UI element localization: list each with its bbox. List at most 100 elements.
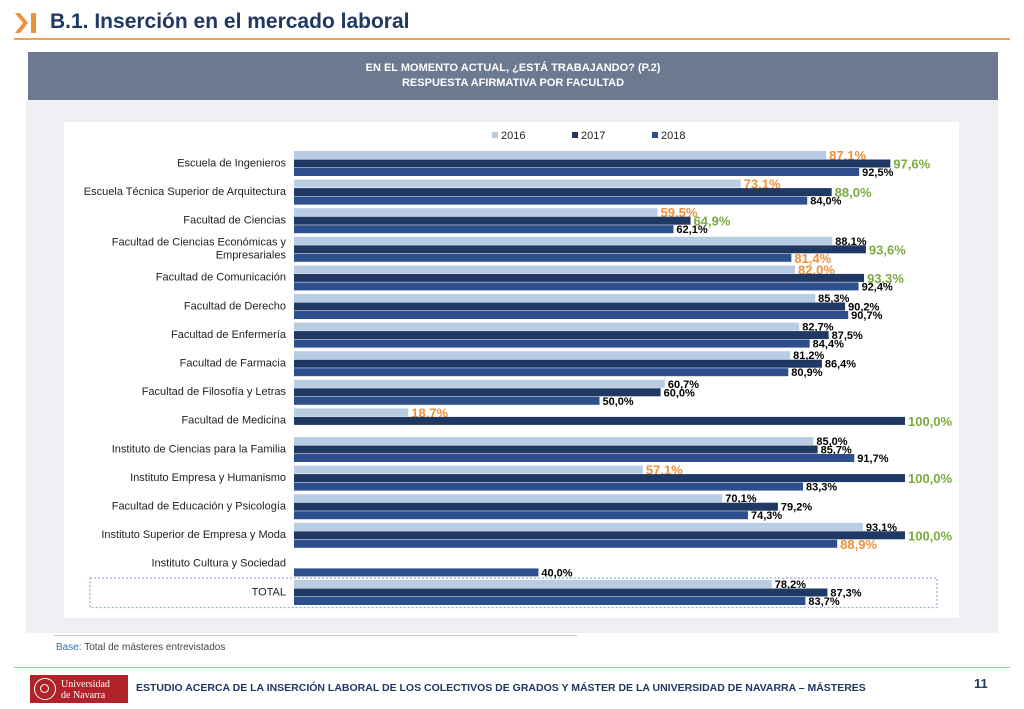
data-label-2016: 73,1% xyxy=(744,177,781,192)
bar-2017 xyxy=(294,302,846,311)
university-logo: Universidad de Navarra xyxy=(30,675,128,703)
bar-2018 xyxy=(294,339,810,348)
data-label-2017: 88,0% xyxy=(835,185,872,200)
base-note-label: Base: xyxy=(56,642,82,653)
legend-swatch-2016 xyxy=(492,132,498,138)
bar-2018 xyxy=(294,511,748,520)
base-note: Base: Total de másteres entrevistados xyxy=(56,642,225,653)
bar-2016 xyxy=(294,494,723,503)
category-label: Facultad de Ciencias xyxy=(183,215,286,227)
bar-2017 xyxy=(294,159,891,168)
legend-label-2017: 2017 xyxy=(581,130,605,142)
bar-2018 xyxy=(294,597,806,605)
base-note-text: Total de másteres entrevistados xyxy=(84,642,226,653)
category-label: Facultad de Filosofía y Letras xyxy=(142,386,287,398)
bar-2018 xyxy=(294,482,803,491)
data-label-2018: 81,4% xyxy=(794,251,831,266)
bar-2018 xyxy=(294,311,849,319)
category-label: Instituto de Ciencias para la Familia xyxy=(112,443,287,455)
legend-swatch-2018 xyxy=(652,132,658,138)
chart-area: 2016 2017 2018 Escuela de Ingenieros 87,1% 97… xyxy=(64,122,959,618)
bar-2016 xyxy=(294,294,816,302)
page-title: B.1. Inserción en el mercado laboral xyxy=(50,10,410,33)
bar-2018 xyxy=(294,196,808,205)
data-label-2016: 70,1% xyxy=(725,493,756,505)
university-seal-icon xyxy=(34,678,56,700)
data-label-2017: 87,5% xyxy=(832,330,863,342)
data-label-2017: 87,3% xyxy=(830,588,861,600)
bar-2016 xyxy=(294,437,814,445)
data-label-2018: 90,7% xyxy=(851,310,882,322)
data-label-2016: 93,1% xyxy=(866,522,897,534)
legend-swatch-2017 xyxy=(572,132,578,138)
data-label-2017: 100,0% xyxy=(908,528,953,543)
bar-2017 xyxy=(294,502,778,511)
data-label-2018: 83,7% xyxy=(808,596,839,608)
bar-2017 xyxy=(294,273,865,282)
bar-2018 xyxy=(294,368,789,377)
bar-2018 xyxy=(294,396,600,405)
footer-study-title: ESTUDIO ACERCA DE LA INSERCIÓN LABORAL D… xyxy=(136,682,866,694)
bar-2016 xyxy=(294,465,643,474)
data-label-2016: 18,7% xyxy=(411,405,448,420)
data-label-2016: 57,1% xyxy=(646,463,683,478)
category-label: TOTAL xyxy=(252,586,286,598)
bar-2016 xyxy=(294,179,741,188)
data-label-2018: 91,7% xyxy=(857,453,888,465)
data-label-2016: 59,5% xyxy=(661,205,698,220)
data-label-2018: 88,9% xyxy=(840,537,877,552)
data-label-2016: 60,7% xyxy=(668,379,699,391)
page-number: 11 xyxy=(974,676,988,691)
section-arrow-icon xyxy=(15,13,36,33)
data-label-2018: 40,0% xyxy=(541,567,572,579)
bar-2016 xyxy=(294,322,800,331)
bar-2018 xyxy=(294,539,838,548)
category-label: Empresariales xyxy=(216,250,287,262)
data-label-2016: 87,1% xyxy=(829,148,866,163)
category-label: Escuela Técnica Superior de Arquitectura xyxy=(84,186,287,198)
category-label: Facultad de Educación y Psicología xyxy=(112,501,287,513)
bar-2017 xyxy=(294,445,818,454)
data-label-2018: 74,3% xyxy=(751,510,782,522)
bar-2016 xyxy=(294,151,827,159)
category-label: Instituto Superior de Empresa y Moda xyxy=(101,529,287,541)
category-label: Facultad de Farmacia xyxy=(180,358,287,370)
chart-header-title: EN EL MOMENTO ACTUAL, ¿ESTÁ TRABAJANDO? … xyxy=(365,62,661,74)
data-label-2018: 92,4% xyxy=(862,281,893,293)
data-label-2018: 84,4% xyxy=(813,339,844,351)
category-label: Instituto Empresa y Humanismo xyxy=(130,472,286,484)
category-label: Facultad de Comunicación xyxy=(156,272,286,284)
legend-label-2018: 2018 xyxy=(661,130,685,142)
bar-2017 xyxy=(294,388,661,397)
bar-2018 xyxy=(294,253,792,262)
data-label-2016: 85,0% xyxy=(816,436,847,448)
bar-2018 xyxy=(294,568,539,577)
category-label: Instituto Cultura y Sociedad xyxy=(151,558,286,570)
category-label: Escuela de Ingenieros xyxy=(177,157,286,169)
bar-2017 xyxy=(294,359,822,368)
data-label-2016: 82,0% xyxy=(798,262,835,277)
data-label-2017: 60,0% xyxy=(664,387,695,399)
category-label: Facultad de Enfermería xyxy=(171,329,287,341)
data-label-2017: 100,0% xyxy=(908,414,953,429)
bar-2016 xyxy=(294,208,658,217)
title-divider xyxy=(14,38,1010,40)
bar-2016 xyxy=(294,522,863,531)
bar-2018 xyxy=(294,454,855,462)
category-label: Facultad de Derecho xyxy=(184,300,286,312)
bar-2017 xyxy=(294,331,829,340)
data-label-2017: 100,0% xyxy=(908,471,953,486)
bar-2017 xyxy=(294,474,905,483)
bar-2018 xyxy=(294,282,859,291)
legend-label-2016: 2016 xyxy=(501,130,525,142)
data-label-2016: 88,1% xyxy=(835,236,866,248)
logo-text-line1: Universidad xyxy=(61,679,110,690)
chart-header-subtitle: RESPUESTA AFIRMATIVA POR FACULTAD xyxy=(401,77,625,89)
data-label-2017: 97,6% xyxy=(893,157,930,172)
data-label-2018: 50,0% xyxy=(603,396,634,408)
footer-divider xyxy=(14,667,1010,668)
bar-2017 xyxy=(294,588,828,597)
data-label-2018: 84,0% xyxy=(810,196,841,208)
bar-2018 xyxy=(294,168,860,176)
data-label-2016: 78,2% xyxy=(775,579,806,591)
